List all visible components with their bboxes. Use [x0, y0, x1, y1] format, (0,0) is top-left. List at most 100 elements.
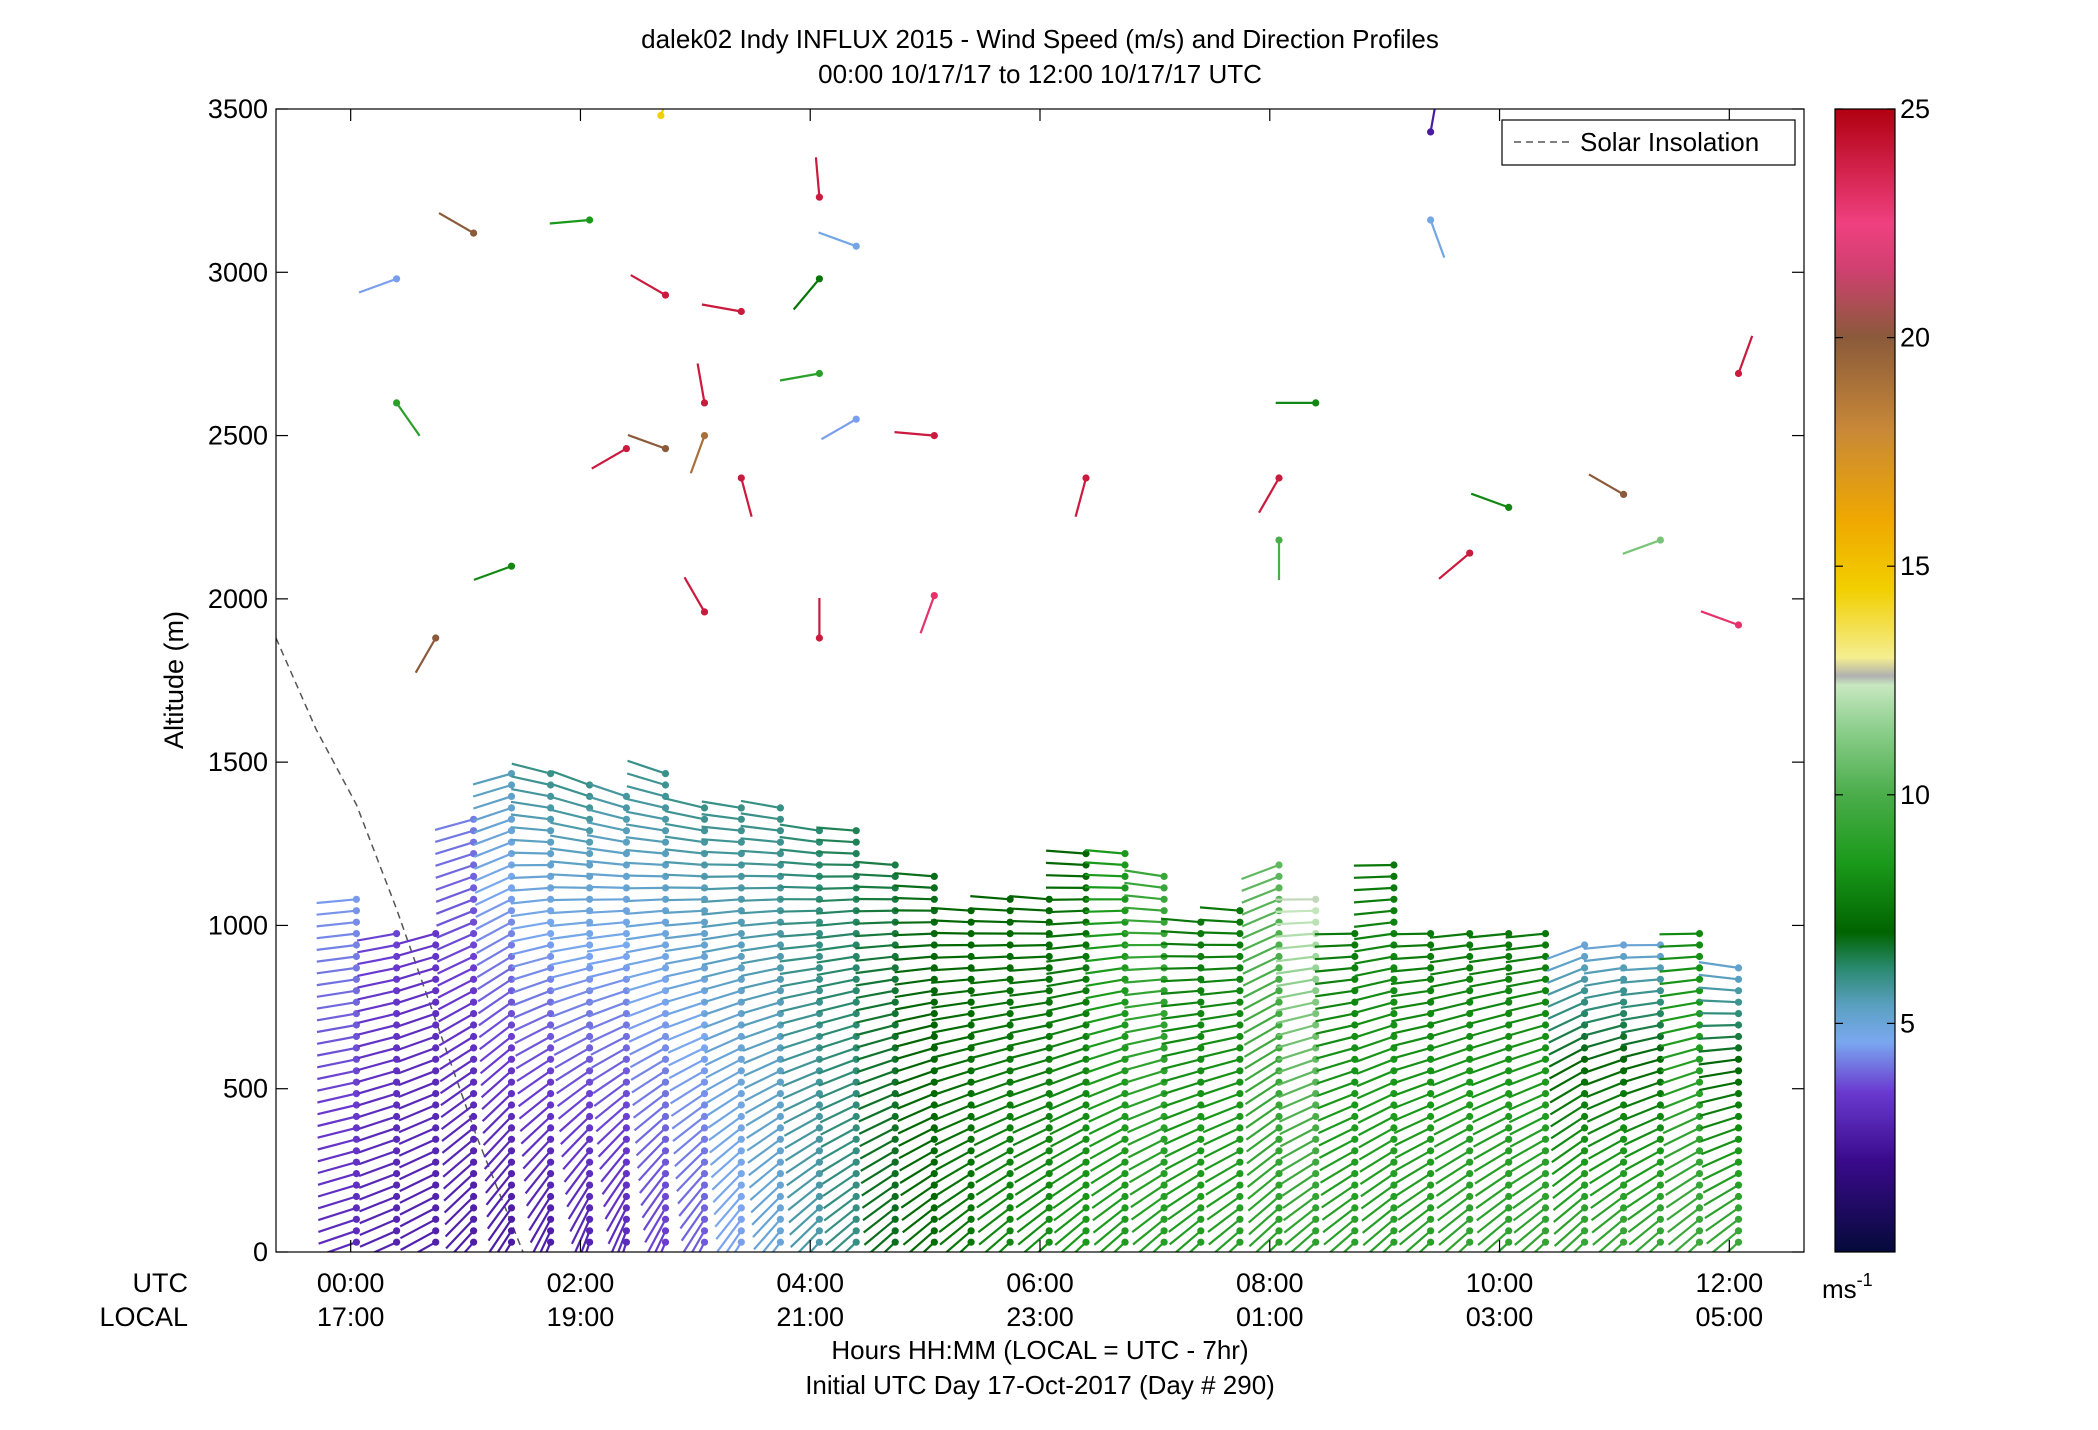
x-tick-label-utc: 10:00: [1466, 1268, 1534, 1298]
wind-barb-dot: [1505, 1101, 1512, 1108]
wind-barb-dot: [353, 953, 360, 960]
wind-barb-dot: [470, 907, 477, 914]
wind-barb-dot: [662, 1182, 669, 1189]
wind-barb-dot: [1312, 907, 1319, 914]
wind-barb-dot: [432, 1113, 439, 1120]
wind-barb-dot: [1390, 987, 1397, 994]
wind-barb-dot: [508, 1193, 515, 1200]
wind-barb-dot: [1275, 537, 1282, 544]
wind-barb-staff: [1085, 887, 1125, 888]
wind-barb-dot: [432, 1067, 439, 1074]
wind-barb-dot: [586, 1113, 593, 1120]
wind-barb-dot: [1351, 1113, 1358, 1120]
wind-barb-dot: [1735, 976, 1742, 983]
wind-barb-dot: [853, 1216, 860, 1223]
wind-barb-dot: [547, 1170, 554, 1177]
wind-barb-dot: [547, 1113, 554, 1120]
wind-barb-dot: [1121, 1021, 1128, 1028]
wind-barb-dot: [968, 1147, 975, 1154]
wind-barb-dot: [393, 1182, 400, 1189]
wind-barb-dot: [1735, 1216, 1742, 1223]
wind-barb-dot: [1046, 1124, 1053, 1131]
wind-barb-dot: [586, 1101, 593, 1108]
wind-barb-dot: [1581, 1113, 1588, 1120]
wind-barb-dot: [1505, 1239, 1512, 1246]
wind-barb-dot: [470, 1136, 477, 1143]
wind-barb-dot: [968, 1216, 975, 1223]
wind-barb-dot: [586, 1136, 593, 1143]
wind-barb-dot: [623, 1056, 630, 1063]
wind-barb-dot: [701, 919, 708, 926]
wind-barb-dot: [968, 1170, 975, 1177]
wind-barb-dot: [1542, 1124, 1549, 1131]
wind-barb-dot: [1466, 1090, 1473, 1097]
wind-barb-dot: [1275, 884, 1282, 891]
wind-barb-dot: [968, 987, 975, 994]
wind-barb-dot: [1312, 1124, 1319, 1131]
wind-barb-dot: [470, 1101, 477, 1108]
wind-barb-dot: [1236, 964, 1243, 971]
wind-barb-dot: [1657, 987, 1664, 994]
wind-barb-dot: [777, 1182, 784, 1189]
wind-barb-dot: [1236, 1033, 1243, 1040]
x-axis-label: Hours HH:MM (LOCAL = UTC - 7hr): [831, 1335, 1248, 1365]
wind-barb-dot: [777, 827, 784, 834]
wind-barb-dot: [1312, 1170, 1319, 1177]
wind-barb-dot: [470, 941, 477, 948]
wind-barb-dot: [1236, 1216, 1243, 1223]
wind-barb-dot: [353, 1170, 360, 1177]
wind-barb-dot: [662, 1227, 669, 1234]
wind-barb-dot: [1351, 964, 1358, 971]
wind-barb-dot: [931, 432, 938, 439]
wind-barb-dot: [968, 1182, 975, 1189]
wind-barb-dot: [623, 804, 630, 811]
x-tick-label-local: 03:00: [1466, 1302, 1534, 1332]
wind-barb-dot: [816, 1182, 823, 1189]
wind-barb-dot: [1197, 1033, 1204, 1040]
y-tick-label: 2000: [208, 584, 268, 614]
wind-barb-dot: [353, 919, 360, 926]
wind-barb-dot: [1082, 1204, 1089, 1211]
wind-barb-dot: [1236, 1113, 1243, 1120]
wind-barb-dot: [738, 1101, 745, 1108]
wind-barb-dot: [1505, 1124, 1512, 1131]
wind-barb-dot: [1581, 1227, 1588, 1234]
wind-barb-dot: [508, 1021, 515, 1028]
wind-barb-dot: [470, 964, 477, 971]
chart-title: dalek02 Indy INFLUX 2015 - Wind Speed (m…: [641, 24, 1439, 54]
wind-barb-dot: [508, 816, 515, 823]
wind-barb-dot: [432, 1216, 439, 1223]
wind-barb-dot: [353, 941, 360, 948]
wind-barb-dot: [1466, 1239, 1473, 1246]
wind-barb-dot: [701, 1239, 708, 1246]
wind-barb-dot: [1312, 999, 1319, 1006]
wind-barb-dot: [1696, 976, 1703, 983]
wind-barb-dot: [701, 1113, 708, 1120]
wind-barb-dot: [1007, 1159, 1014, 1166]
wind-barb-dot: [470, 1033, 477, 1040]
wind-barb-dot: [1505, 987, 1512, 994]
wind-barb-dot: [1121, 1147, 1128, 1154]
wind-barb-dot: [1466, 1182, 1473, 1189]
wind-barb-dot: [1236, 919, 1243, 926]
wind-barb-dot: [738, 1193, 745, 1200]
wind-barb-dot: [1620, 1204, 1627, 1211]
wind-barb-dot: [1046, 1113, 1053, 1120]
wind-barb-dot: [1312, 1159, 1319, 1166]
wind-barb-dot: [1007, 1193, 1014, 1200]
wind-barb-dot: [662, 1204, 669, 1211]
wind-barb-dot: [547, 1159, 554, 1166]
wind-barb-dot: [853, 1101, 860, 1108]
wind-barb-dot: [662, 445, 669, 452]
wind-barb-dot: [662, 1193, 669, 1200]
wind-barb-dot: [892, 987, 899, 994]
wind-barb-dot: [623, 445, 630, 452]
wind-barb-dot: [1427, 930, 1434, 937]
wind-barb-dot: [508, 941, 515, 948]
wind-barb-dot: [701, 1170, 708, 1177]
wind-barb-dot: [508, 1204, 515, 1211]
wind-barb-dot: [1046, 1159, 1053, 1166]
wind-barb-dot: [1427, 976, 1434, 983]
wind-barb-dot: [1161, 884, 1168, 891]
wind-barb-dot: [623, 1216, 630, 1223]
